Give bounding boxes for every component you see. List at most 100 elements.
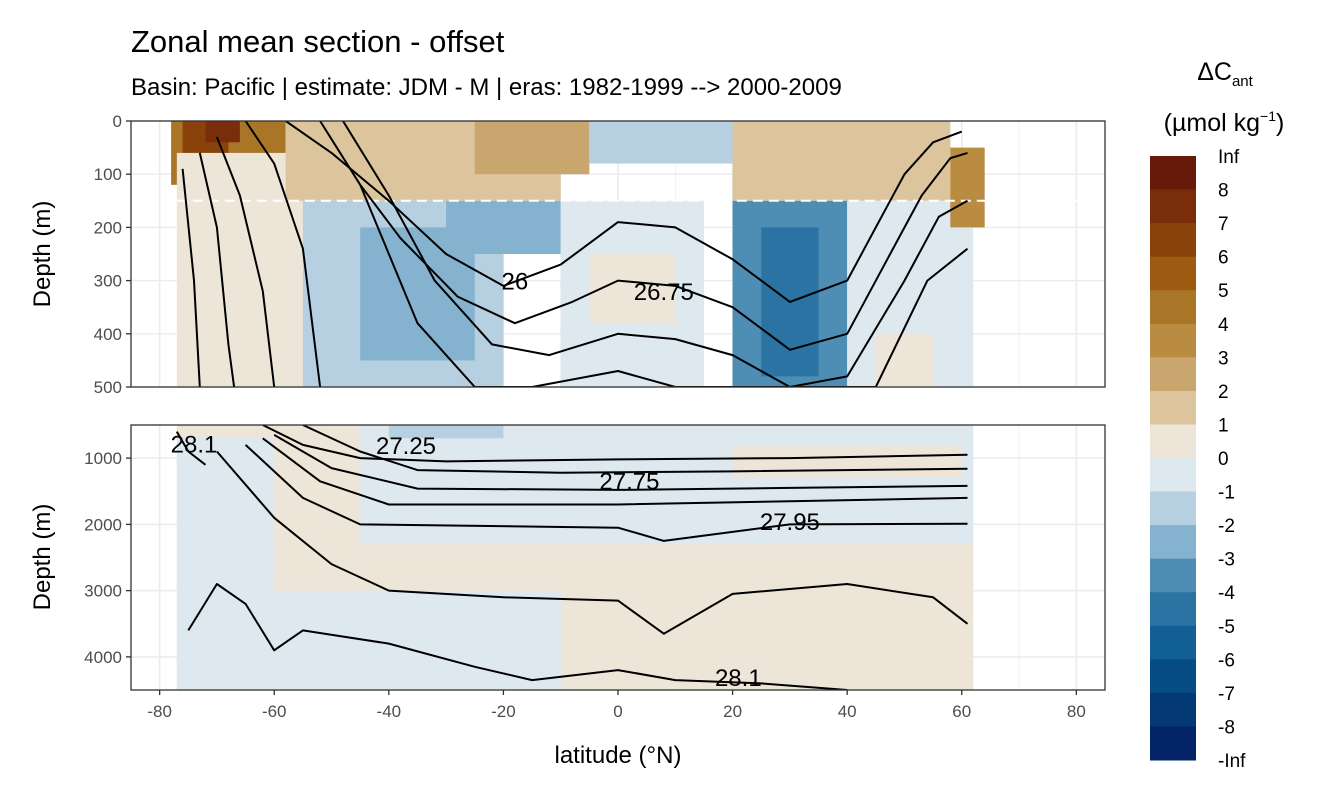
isopycnal-line (181, 168, 201, 387)
legend-swatch (1150, 558, 1196, 593)
isopycnal-line (285, 121, 963, 303)
legend-label: 3 (1218, 348, 1229, 369)
legend-swatch (1150, 726, 1196, 761)
legend-swatch (1150, 357, 1196, 392)
field-region (950, 147, 985, 228)
isopycnal-line (244, 121, 322, 387)
legend-swatch (1150, 290, 1196, 325)
legend-swatch (1150, 491, 1196, 526)
legend-label: -8 (1218, 717, 1235, 738)
panel-border (130, 120, 1106, 388)
upper-panel: 26 26.75 0 100 200 300 400 500 (94, 112, 1106, 397)
legend-swatch (1150, 223, 1196, 258)
chart-title: Zonal mean section - offset (131, 24, 505, 59)
y-tick-label: 1000 (84, 449, 122, 468)
legend-swatch (1150, 625, 1196, 660)
legend-swatch (1150, 156, 1196, 191)
isopycnal-label: 28.1 (715, 665, 762, 692)
legend-label: 5 (1218, 281, 1229, 302)
field-region (589, 254, 676, 324)
legend-label: 6 (1218, 248, 1229, 269)
isopycnal-line (187, 583, 848, 690)
legend-swatch (1150, 458, 1196, 493)
legend-label: -Inf (1218, 751, 1246, 772)
x-tick-label: -20 (491, 702, 516, 721)
legend-label: Inf (1218, 147, 1240, 168)
isopycnal-label: 26 (502, 269, 529, 296)
isopycnal-line (273, 434, 968, 491)
field-region (474, 121, 590, 175)
legend-units: (µmol kg−1) (1164, 108, 1285, 137)
isopycnal-group (181, 121, 969, 387)
isopycnal-line (244, 444, 968, 542)
isopycnal-line (359, 184, 969, 387)
y-tick-label: 3000 (84, 582, 122, 601)
legend-label: 4 (1218, 315, 1229, 336)
filled-field-group (171, 121, 1105, 387)
y-tick-label: 4000 (84, 648, 122, 667)
legend-swatch (1150, 189, 1196, 224)
legend-swatch (1150, 424, 1196, 459)
legend-swatch (1150, 323, 1196, 358)
field-region (446, 200, 561, 254)
x-tick-label: -60 (262, 702, 287, 721)
field-region (205, 121, 240, 143)
legend-title: ΔCant (1197, 58, 1253, 90)
legend-title-subscript: ant (1232, 73, 1254, 90)
chart-subtitle: Basin: Pacific | estimate: JDM - M | era… (131, 74, 842, 101)
legend-label: -2 (1218, 516, 1235, 537)
isopycnal-line (262, 437, 968, 506)
isopycnal-label: 26.75 (634, 279, 694, 306)
field-region (875, 333, 934, 387)
legend-label: -1 (1218, 483, 1235, 504)
y-tick-label: 200 (94, 218, 122, 237)
legend-label: 1 (1218, 415, 1229, 436)
colour-legend: ΔCant (µmol kg−1) Inf 8 7 6 5 4 3 2 1 0 -1 -2 -3 -4 -5 -6… (1150, 58, 1284, 772)
legend-swatch (1150, 659, 1196, 694)
legend-label: -7 (1218, 684, 1235, 705)
legend-swatch (1150, 592, 1196, 627)
isopycnal-line (302, 425, 968, 474)
legend-label: 0 (1218, 449, 1229, 470)
legend-label: 2 (1218, 382, 1229, 403)
x-tick-label: -40 (377, 702, 402, 721)
isopycnal-line (175, 431, 207, 466)
legend-units-close: ) (1276, 109, 1284, 137)
x-tick-label: 20 (723, 702, 742, 721)
x-tick-label: 0 (613, 702, 622, 721)
legend-label: -6 (1218, 650, 1235, 671)
legend-label: -3 (1218, 550, 1235, 571)
legend-label: 7 (1218, 214, 1229, 235)
y-tick-label: 2000 (84, 515, 122, 534)
x-tick-label: 80 (1067, 702, 1086, 721)
isopycnal-line (198, 152, 236, 387)
lower-panel: 28.1 27.25 27.75 27.95 28.1 1000 2000 3000 4000 -… (84, 424, 1106, 721)
field-region (732, 444, 962, 478)
y-tick-label: 300 (94, 272, 122, 291)
isopycnal-group (175, 425, 969, 690)
legend-swatch (1150, 256, 1196, 291)
y-tick-label: 500 (94, 378, 122, 397)
legend-swatch (1150, 525, 1196, 560)
legend-units-superscript: −1 (1260, 108, 1276, 124)
isopycnal-line (262, 425, 968, 463)
isopycnal-label: 28.1 (171, 432, 218, 459)
filled-field-group (176, 425, 974, 690)
field-region (274, 590, 561, 690)
y-tick-label: 0 (113, 112, 122, 131)
x-tick-label: 40 (838, 702, 857, 721)
isopycnal-label: 27.95 (760, 509, 820, 536)
x-tick-label: 60 (952, 702, 971, 721)
isopycnal-line (216, 450, 969, 635)
x-axis-label: latitude (°N) (555, 742, 682, 769)
legend-label: -5 (1218, 617, 1235, 638)
y-tick-label: 400 (94, 325, 122, 344)
isopycnal-label: 27.75 (599, 469, 659, 496)
legend-label: -4 (1218, 583, 1235, 604)
x-tick-label: -80 (147, 702, 172, 721)
legend-label: 8 (1218, 181, 1229, 202)
isopycnal-line (319, 121, 968, 351)
isopycnal-line (342, 121, 968, 387)
field-region (176, 438, 275, 690)
y-axis-label-lower: Depth (m) (29, 504, 56, 611)
